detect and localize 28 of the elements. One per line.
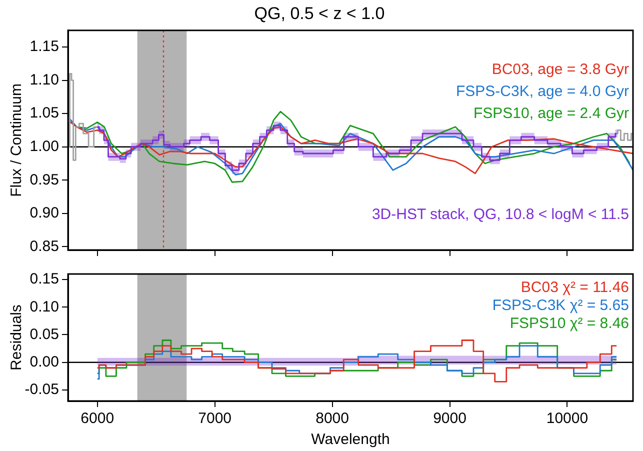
series-label: FSPS10, age = 2.4 Gyr xyxy=(473,105,629,122)
x-axis-title: Wavelength xyxy=(311,431,390,448)
chart-title: QG, 0.5 < z < 1.0 xyxy=(254,4,385,23)
text: BC03, age = 3.8 Gyr xyxy=(492,61,629,78)
y-tick-label: 1.05 xyxy=(30,104,59,122)
y-tick-label: 0.95 xyxy=(30,171,59,188)
text: 3D-HST stack, QG, 10.8 < logM < 11.5 xyxy=(372,206,629,224)
x-tick-label: 9000 xyxy=(433,410,466,428)
x-tick-label: 6000 xyxy=(80,410,114,428)
y-tick-label: 1.00 xyxy=(30,138,59,155)
y-tick-label: 0.05 xyxy=(30,326,59,343)
y-tick-label: 0.15 xyxy=(30,270,59,288)
y-tick-label: 1.15 xyxy=(30,38,59,56)
y-axis-title: Flux / Continuum xyxy=(8,84,26,197)
y-tick-label: 0.10 xyxy=(30,298,59,316)
x-tick-label: 7000 xyxy=(198,410,232,428)
x-tick-label: 8000 xyxy=(316,410,349,428)
y-tick-label: -0.05 xyxy=(24,381,59,398)
y-tick-label: 0.85 xyxy=(30,238,59,255)
series-label: FSPS10 χ² = 8.46 xyxy=(510,315,629,332)
y-tick-label: 0.90 xyxy=(30,204,59,222)
text: FSPS-C3K, age = 4.0 Gyr xyxy=(456,83,629,100)
text: BC03 χ² = 11.46 xyxy=(520,279,629,296)
y-tick-label: 1.10 xyxy=(30,71,59,88)
y-tick-label: 0.00 xyxy=(30,353,59,370)
y-axis-title: Residuals xyxy=(8,304,26,370)
x-tick-label: 10000 xyxy=(546,410,588,428)
text: FSPS-C3K χ² = 5.65 xyxy=(492,297,629,314)
